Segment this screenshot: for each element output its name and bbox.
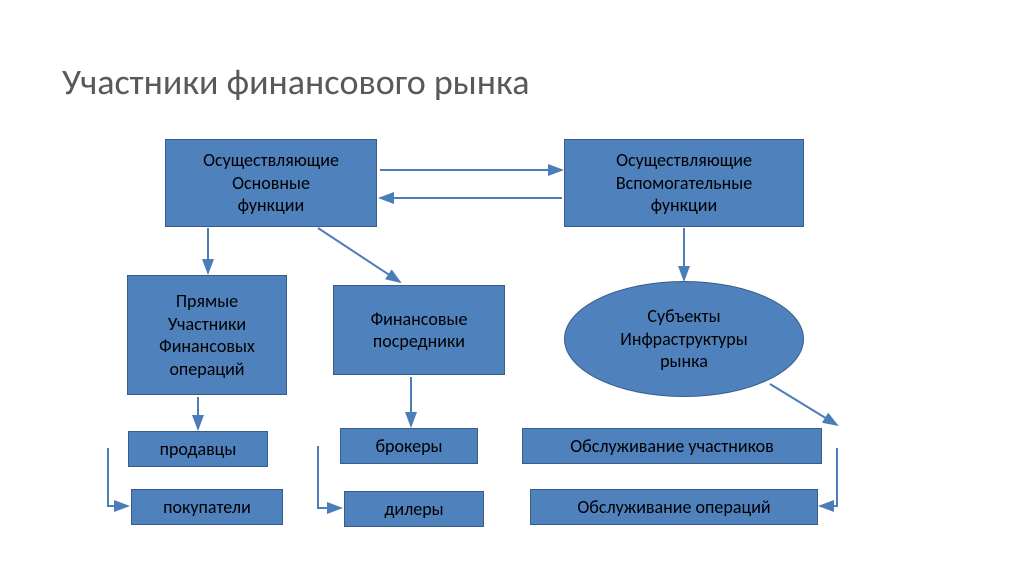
slide-title: Участники финансового рынка bbox=[62, 60, 529, 104]
node-n10: Обслуживание участников bbox=[522, 428, 822, 464]
node-n9: дилеры bbox=[344, 491, 484, 527]
arrow-8 bbox=[318, 446, 341, 508]
node-n2: ОсуществляющиеВспомогательныефункции bbox=[564, 139, 804, 227]
node-n7: покупатели bbox=[131, 489, 283, 525]
node-n5: СубъектыИнфраструктурырынка bbox=[564, 281, 804, 397]
node-n6: продавцы bbox=[128, 431, 268, 467]
node-n11: Обслуживание операций bbox=[530, 489, 818, 525]
arrow-9 bbox=[770, 384, 837, 425]
arrow-10 bbox=[820, 448, 837, 506]
arrow-6 bbox=[108, 448, 128, 506]
node-n3: ПрямыеУчастникиФинансовыхопераций bbox=[127, 275, 287, 395]
node-n8: брокеры bbox=[340, 428, 478, 464]
arrow-3 bbox=[318, 228, 400, 282]
node-n1: ОсуществляющиеОсновныефункции bbox=[165, 139, 377, 227]
node-n4: Финансовыепосредники bbox=[333, 285, 505, 375]
